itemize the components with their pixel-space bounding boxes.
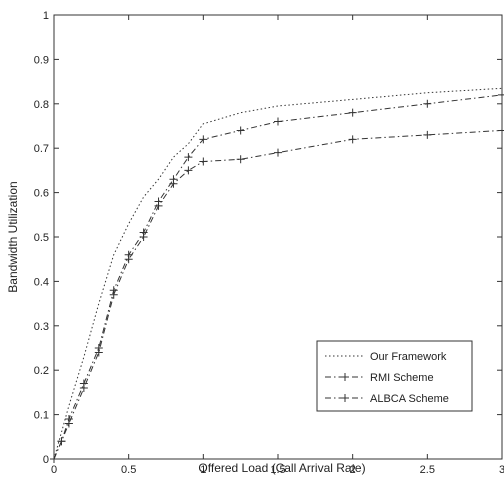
data-point — [50, 455, 58, 463]
legend-label: ALBCA Scheme — [370, 393, 449, 405]
data-point — [274, 117, 282, 126]
data-point — [423, 130, 432, 139]
y-tick-label: 1 — [43, 10, 49, 22]
legend-label: Our Framework — [370, 351, 447, 363]
data-point — [199, 135, 208, 144]
y-tick-label: 0.1 — [34, 410, 49, 422]
legend-box — [316, 340, 473, 412]
x-tick-label: 3 — [499, 464, 504, 475]
x-tick-label: 0 — [51, 464, 57, 475]
y-tick-label: 0.8 — [34, 99, 49, 111]
y-tick-label: 0.4 — [34, 276, 49, 288]
data-point — [94, 348, 103, 357]
y-tick-label: 0.9 — [34, 54, 49, 66]
x-tick-label: 1 — [200, 464, 206, 475]
y-axis-label: Bandwidth Utilization — [6, 181, 20, 292]
data-point — [184, 153, 193, 162]
legend: Our Framework RMI Scheme ALBCA Scheme — [316, 340, 473, 412]
data-point — [423, 99, 432, 108]
y-tick-label: 0.3 — [34, 321, 49, 333]
x-tick-label: 0.5 — [121, 464, 136, 475]
y-tick-label: 0.2 — [34, 365, 49, 377]
x-tick-label: 2.5 — [420, 464, 435, 475]
x-tick-label: 2 — [350, 464, 356, 475]
data-point — [154, 201, 163, 210]
legend-marker — [341, 373, 349, 381]
data-point — [348, 135, 357, 144]
data-point — [124, 255, 133, 264]
series-3 — [50, 126, 504, 463]
series-layer — [50, 87, 504, 463]
data-point — [236, 155, 245, 164]
y-tick-label: 0 — [43, 454, 49, 466]
data-point — [498, 90, 504, 99]
axis-ticks: 0 0.5 1 1.5 2 2.5 3 0 0.1 0.2 0.3 0.4 0.5 0.6 0.7 0.8 0.… — [34, 10, 504, 476]
data-point — [169, 179, 178, 188]
data-point — [199, 157, 208, 166]
x-axis-label: Offered Load (Call Arrival Rate) — [198, 461, 365, 475]
data-point — [109, 290, 118, 299]
data-point — [64, 419, 73, 428]
data-point — [184, 166, 193, 175]
legend-marker — [341, 394, 349, 402]
data-point — [274, 148, 282, 157]
data-point — [79, 383, 88, 392]
x-tick-label: 1.5 — [270, 464, 285, 475]
data-point — [236, 126, 245, 135]
y-tick-label: 0.7 — [34, 143, 49, 155]
y-tick-label: 0.5 — [34, 232, 49, 244]
legend-label: RMI Scheme — [370, 372, 434, 384]
data-point — [57, 437, 66, 446]
y-tick-label: 0.6 — [34, 188, 49, 200]
data-point — [348, 108, 357, 117]
data-point — [498, 126, 504, 135]
data-point — [139, 233, 148, 241]
